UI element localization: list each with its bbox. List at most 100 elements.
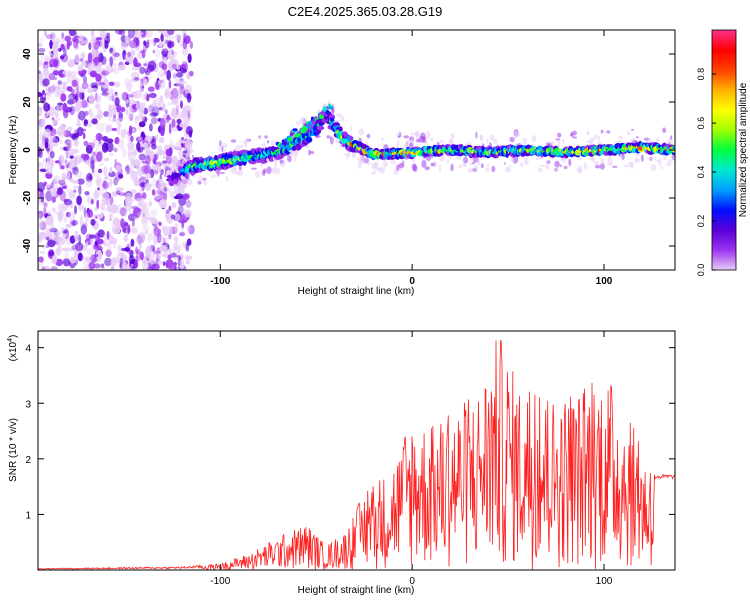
noise-blob xyxy=(96,199,100,209)
noise-blob xyxy=(89,160,95,170)
noise-blob xyxy=(153,169,159,175)
noise-blob xyxy=(129,113,134,122)
noise-blob xyxy=(180,100,183,109)
noise-blob xyxy=(174,222,179,234)
halo-blob xyxy=(578,157,581,161)
snr-scale-close: ) xyxy=(8,335,19,338)
noise-blob xyxy=(88,261,96,270)
halo-blob xyxy=(239,145,244,148)
noise-blob xyxy=(138,231,146,237)
colorbar-tick-label: 0.6 xyxy=(696,117,706,130)
halo-blob xyxy=(279,159,284,164)
halo-blob xyxy=(230,139,237,143)
noise-blob xyxy=(84,256,91,262)
noise-blob xyxy=(159,178,162,186)
noise-blob xyxy=(182,30,187,39)
noise-blob xyxy=(131,227,138,235)
spectrogram-x-label: Height of straight line (km) xyxy=(298,286,415,297)
snr-x-tick-label: 0 xyxy=(409,576,415,587)
noise-blob xyxy=(108,171,116,178)
halo-blob xyxy=(338,145,343,148)
noise-blob xyxy=(120,128,127,139)
halo-blob xyxy=(422,136,427,144)
snr-line xyxy=(38,339,675,570)
noise-blob xyxy=(109,178,113,186)
noise-blob xyxy=(50,188,57,197)
noise-blob xyxy=(165,36,169,44)
noise-blob xyxy=(130,158,134,168)
halo-blob xyxy=(382,160,388,168)
noise-blob xyxy=(77,178,85,185)
noise-blob xyxy=(130,172,134,177)
noise-blob xyxy=(60,93,67,102)
noise-blob xyxy=(114,136,120,145)
noise-blob xyxy=(130,238,135,247)
colorbar-tick-label: 0.4 xyxy=(696,166,706,179)
noise-blob xyxy=(93,206,98,212)
noise-blob xyxy=(135,102,144,111)
noise-blob xyxy=(159,95,163,103)
noise-blob xyxy=(144,135,153,142)
noise-blob xyxy=(45,110,49,117)
noise-blob xyxy=(128,125,133,136)
noise-blob xyxy=(69,256,77,264)
noise-blob xyxy=(88,94,95,105)
noise-blob xyxy=(183,133,190,137)
noise-blob xyxy=(63,216,67,223)
noise-blob xyxy=(45,229,54,235)
noise-blob xyxy=(39,131,45,141)
noise-blob xyxy=(156,178,160,186)
noise-blob xyxy=(129,102,133,112)
halo-blob xyxy=(425,141,429,145)
noise-blob xyxy=(151,217,159,227)
noise-blob xyxy=(103,165,108,177)
halo-blob xyxy=(182,153,188,155)
noise-blob xyxy=(80,99,88,108)
noise-blob xyxy=(71,71,77,79)
halo-blob xyxy=(271,167,277,174)
noise-blob xyxy=(139,66,146,75)
noise-blob xyxy=(184,255,193,261)
noise-blob xyxy=(146,39,150,45)
halo-blob xyxy=(623,164,629,168)
noise-blob xyxy=(60,43,65,50)
noise-blob xyxy=(88,234,97,239)
noise-blob xyxy=(143,40,147,46)
noise-blob xyxy=(180,63,187,69)
noise-blob xyxy=(68,191,76,199)
noise-blob xyxy=(38,213,42,219)
noise-blob xyxy=(175,72,184,78)
noise-blob xyxy=(171,144,175,149)
noise-blob xyxy=(77,65,84,72)
noise-blob xyxy=(153,250,161,255)
noise-blob xyxy=(131,71,140,79)
spectrogram-y-tick-label: 40 xyxy=(22,48,33,60)
noise-blob xyxy=(171,202,177,209)
noise-blob xyxy=(88,174,93,181)
noise-blob xyxy=(166,41,175,48)
noise-blob xyxy=(104,157,110,162)
noise-blob xyxy=(85,144,93,154)
halo-blob xyxy=(251,167,258,170)
noise-blob xyxy=(72,180,80,184)
noise-blob xyxy=(44,54,50,64)
noise-blob xyxy=(61,226,64,233)
noise-blob xyxy=(68,140,73,148)
halo-blob xyxy=(235,145,241,152)
noise-blob xyxy=(104,64,111,75)
noise-blob xyxy=(45,236,50,241)
noise-blob xyxy=(162,160,168,164)
noise-blob xyxy=(153,37,160,43)
noise-blob xyxy=(138,121,146,128)
noise-blob xyxy=(44,30,47,37)
halo-blob xyxy=(653,156,657,160)
noise-blob xyxy=(166,154,172,165)
noise-blob xyxy=(135,251,141,262)
halo-blob xyxy=(326,135,332,139)
noise-blob xyxy=(67,61,75,68)
halo-blob xyxy=(273,161,278,169)
noise-blob xyxy=(171,63,177,70)
noise-blob xyxy=(40,267,46,270)
halo-blob xyxy=(659,166,663,170)
noise-blob xyxy=(40,51,45,61)
